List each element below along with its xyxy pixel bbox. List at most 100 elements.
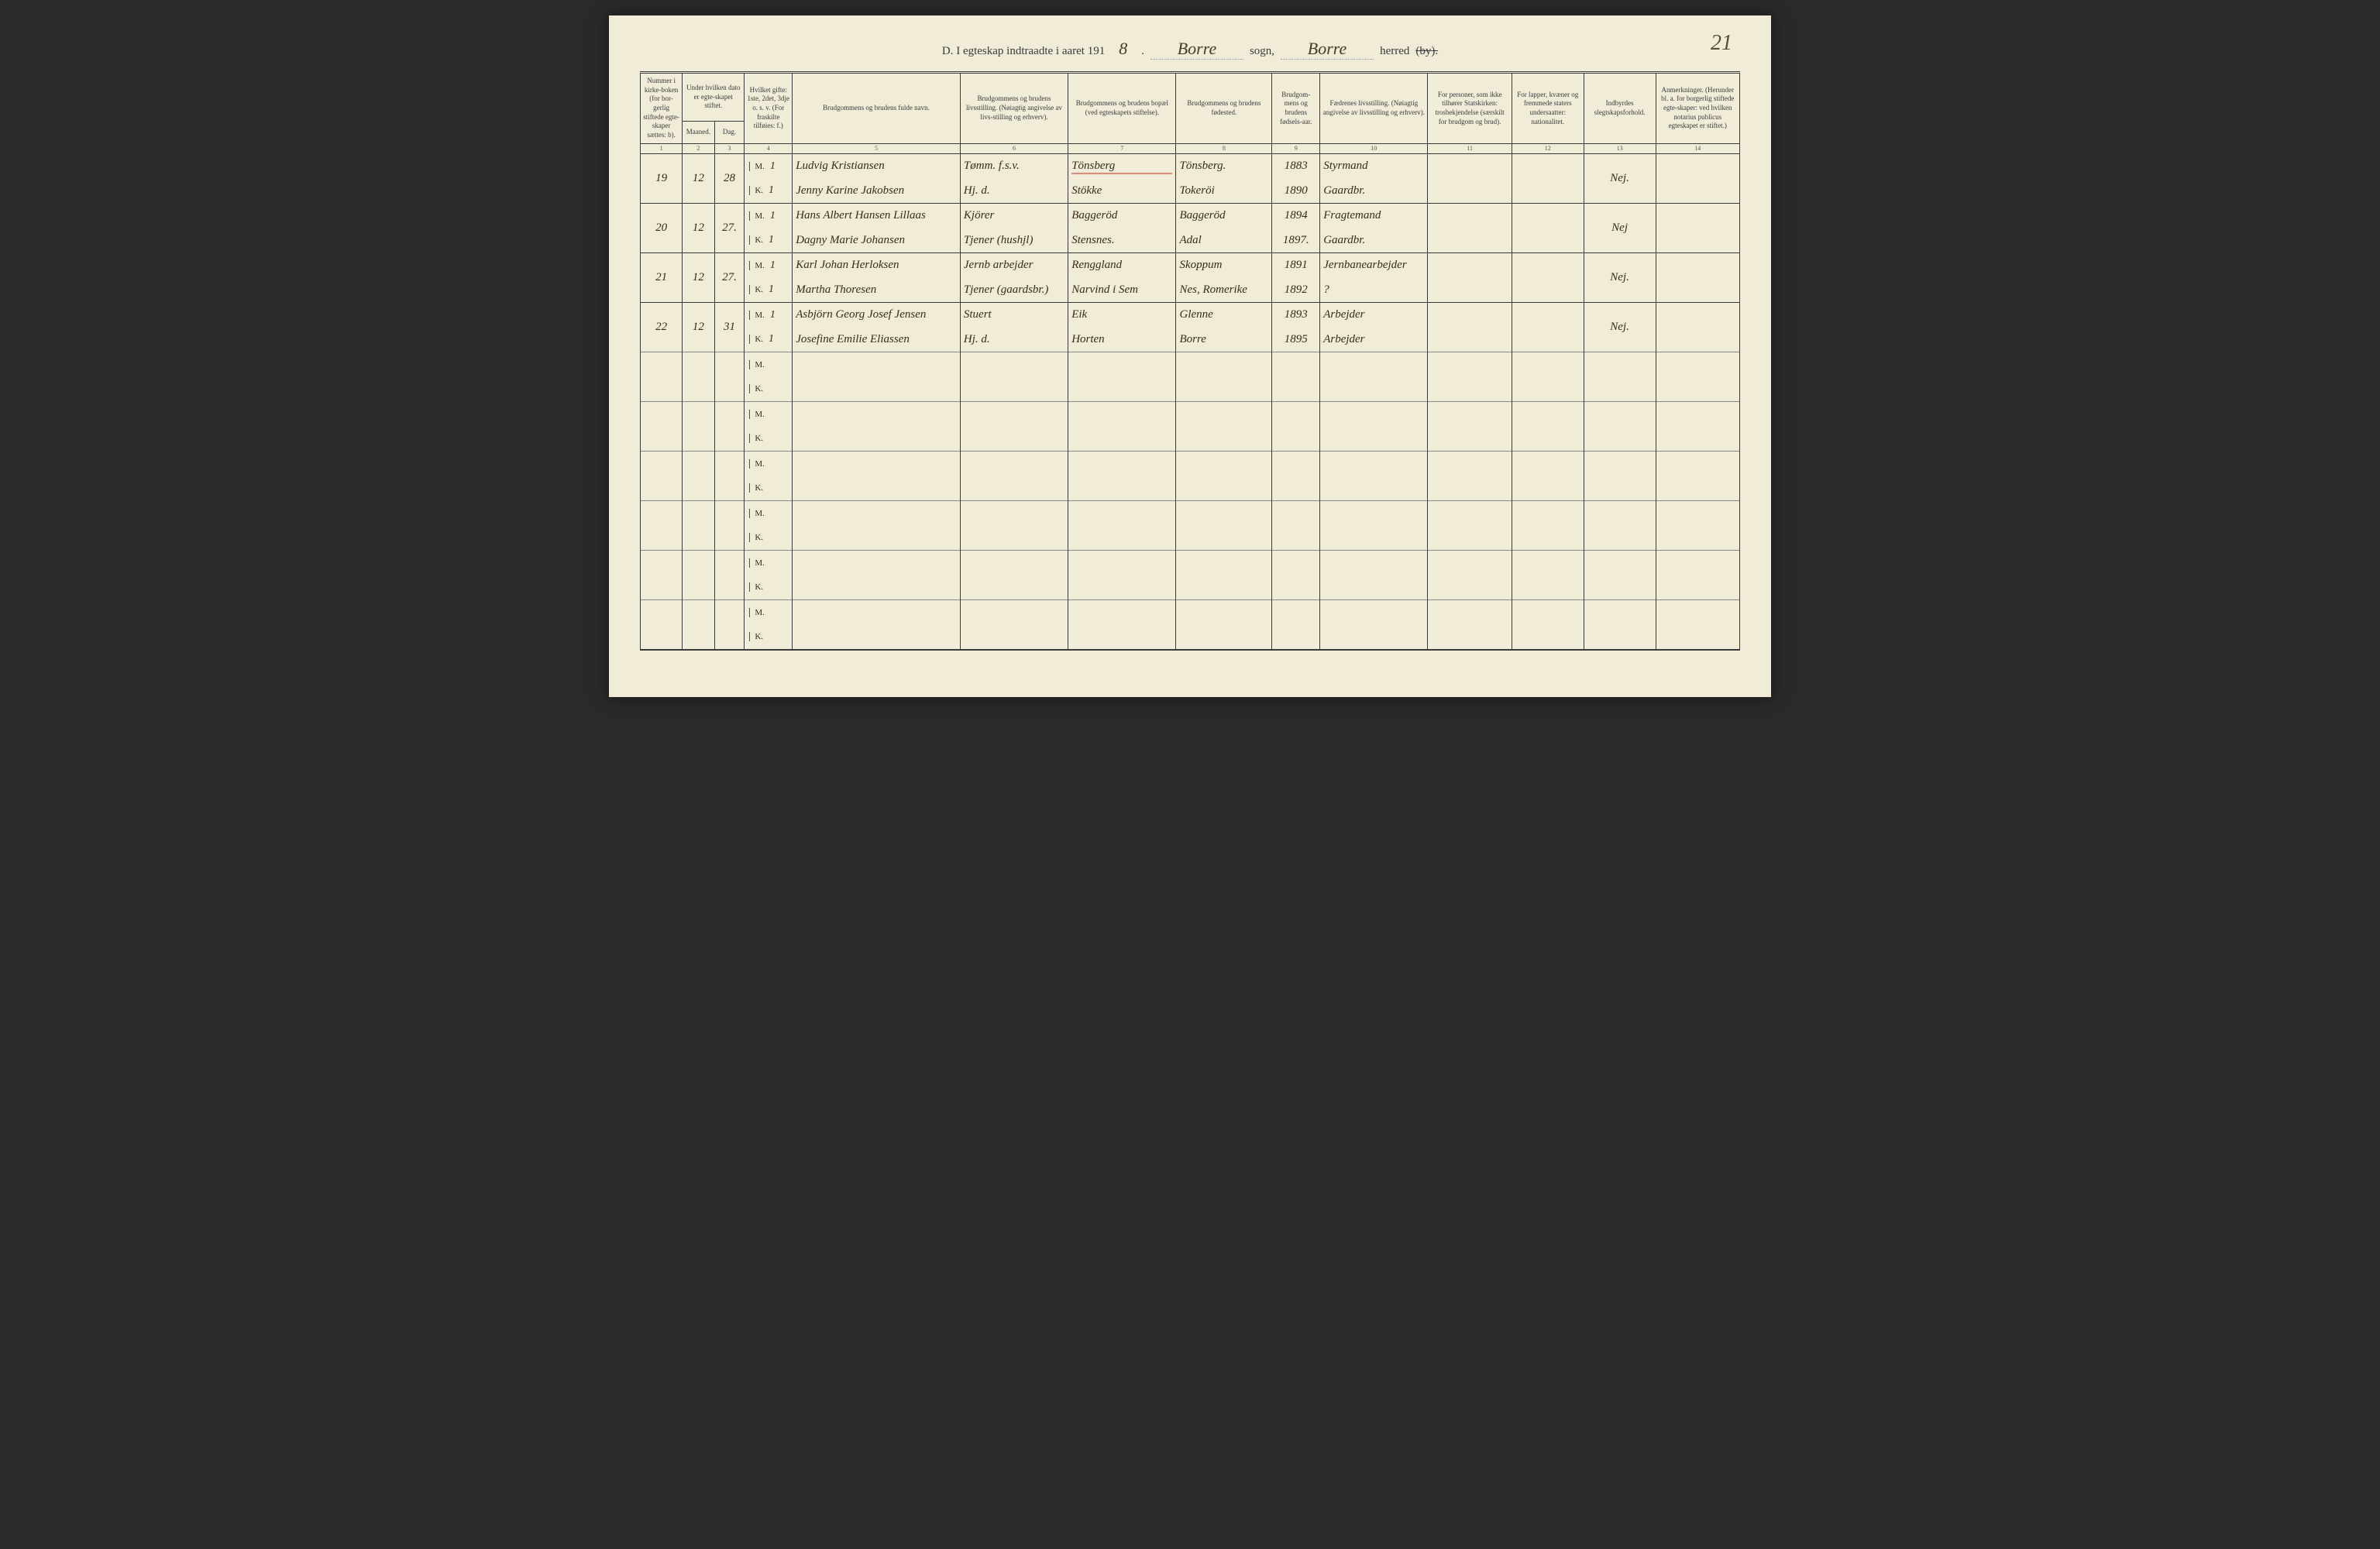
col-header-2-top: Under hvilken dato er egte-skapet stifte… — [683, 73, 745, 122]
cell-blank — [1068, 600, 1176, 625]
blank-row: M. — [641, 600, 1740, 625]
blank-row: K. — [641, 476, 1740, 501]
cell-bopael: Eik — [1068, 303, 1176, 328]
cell-aar: 1897. — [1272, 228, 1320, 253]
cell-blank — [1512, 476, 1584, 501]
cell-mk: K. 1 — [745, 228, 793, 253]
colnum-1: 1 — [641, 143, 683, 153]
cell-fodested: Skoppum — [1176, 253, 1272, 278]
page-number: 21 — [1711, 31, 1732, 56]
cell-blank — [1272, 352, 1320, 377]
cell-mk: K. 1 — [745, 278, 793, 303]
cell-dag — [714, 352, 745, 402]
cell-blank — [1068, 427, 1176, 452]
col-header-8: Brudgommens og brudens fødested. — [1176, 73, 1272, 144]
cell-slegt: Nej. — [1584, 154, 1656, 204]
cell-mk: M. — [745, 551, 793, 575]
cell-anm — [1656, 600, 1739, 650]
cell-anm — [1656, 303, 1739, 352]
colnum-10: 10 — [1320, 143, 1428, 153]
col-header-1: Nummer i kirke-boken (for bor-gerlig sti… — [641, 73, 683, 144]
cell-tros — [1428, 228, 1512, 253]
cell-slegt — [1584, 402, 1656, 452]
cell-num: 19 — [641, 154, 683, 204]
cell-mk: M. 1 — [745, 253, 793, 278]
cell-blank — [1320, 427, 1428, 452]
cell-blank — [1068, 625, 1176, 650]
cell-blank — [960, 600, 1068, 625]
cell-faedre: Gaardbr. — [1320, 179, 1428, 204]
cell-nat — [1512, 154, 1584, 179]
cell-stilling: Jernb arbejder — [960, 253, 1068, 278]
cell-navn: Jenny Karine Jakobsen — [793, 179, 961, 204]
colnum-2: 2 — [683, 143, 714, 153]
cell-mk: M. 1 — [745, 303, 793, 328]
cell-blank — [1068, 402, 1176, 427]
cell-dag — [714, 402, 745, 452]
cell-blank — [960, 377, 1068, 402]
cell-bopael: Tönsberg — [1068, 154, 1176, 179]
cell-blank — [793, 526, 961, 551]
cell-blank — [1320, 402, 1428, 427]
cell-blank — [1320, 377, 1428, 402]
cell-blank — [1320, 551, 1428, 575]
register-table: Nummer i kirke-boken (for bor-gerlig sti… — [640, 71, 1740, 651]
entry-row-groom: 211227.M. 1Karl Johan HerloksenJernb arb… — [641, 253, 1740, 278]
blank-row: K. — [641, 427, 1740, 452]
cell-mk: M. — [745, 402, 793, 427]
cell-stilling: Tømm. f.s.v. — [960, 154, 1068, 179]
colnum-4: 4 — [745, 143, 793, 153]
cell-dag — [714, 501, 745, 551]
cell-num: 22 — [641, 303, 683, 352]
blank-row: K. — [641, 575, 1740, 600]
cell-blank — [960, 501, 1068, 526]
cell-aar: 1895 — [1272, 328, 1320, 352]
cell-blank — [1272, 377, 1320, 402]
cell-blank — [1176, 551, 1272, 575]
col-header-10: Fædrenes livsstilling. (Nøiagtig angivel… — [1320, 73, 1428, 144]
cell-blank — [1272, 625, 1320, 650]
title-line: D. I egteskap indtraadte i aaret 1918 . … — [640, 39, 1740, 60]
cell-nat — [1512, 303, 1584, 328]
cell-fodested: Tönsberg. — [1176, 154, 1272, 179]
cell-blank — [1176, 476, 1272, 501]
cell-blank — [1068, 452, 1176, 476]
cell-blank — [793, 427, 961, 452]
colnum-13: 13 — [1584, 143, 1656, 153]
col-header-5: Brudgommens og brudens fulde navn. — [793, 73, 961, 144]
cell-blank — [1428, 377, 1512, 402]
cell-maaned: 12 — [683, 303, 714, 352]
cell-num — [641, 600, 683, 650]
colnum-3: 3 — [714, 143, 745, 153]
cell-fodested: Glenne — [1176, 303, 1272, 328]
cell-blank — [1272, 526, 1320, 551]
cell-mk: M. — [745, 501, 793, 526]
cell-slegt — [1584, 551, 1656, 600]
cell-num — [641, 402, 683, 452]
cell-anm — [1656, 253, 1739, 303]
cell-blank — [960, 427, 1068, 452]
cell-nat — [1512, 253, 1584, 278]
cell-blank — [793, 575, 961, 600]
cell-num: 20 — [641, 204, 683, 253]
cell-faedre: Arbejder — [1320, 303, 1428, 328]
title-year: 8 — [1111, 39, 1135, 59]
blank-row: M. — [641, 501, 1740, 526]
cell-blank — [1428, 551, 1512, 575]
cell-blank — [793, 352, 961, 377]
cell-stilling: Hj. d. — [960, 328, 1068, 352]
cell-blank — [1428, 476, 1512, 501]
cell-maaned: 12 — [683, 204, 714, 253]
by-strike: (by). — [1415, 45, 1438, 58]
cell-nat — [1512, 179, 1584, 204]
cell-blank — [1176, 501, 1272, 526]
cell-maaned — [683, 501, 714, 551]
cell-blank — [960, 452, 1068, 476]
cell-aar: 1894 — [1272, 204, 1320, 228]
col-header-maaned: Maaned. — [683, 121, 714, 143]
cell-mk: M. 1 — [745, 154, 793, 179]
cell-blank — [1428, 600, 1512, 625]
title-prefix: D. I egteskap indtraadte i aaret 191 — [942, 45, 1105, 58]
colnum-11: 11 — [1428, 143, 1512, 153]
cell-nat — [1512, 278, 1584, 303]
